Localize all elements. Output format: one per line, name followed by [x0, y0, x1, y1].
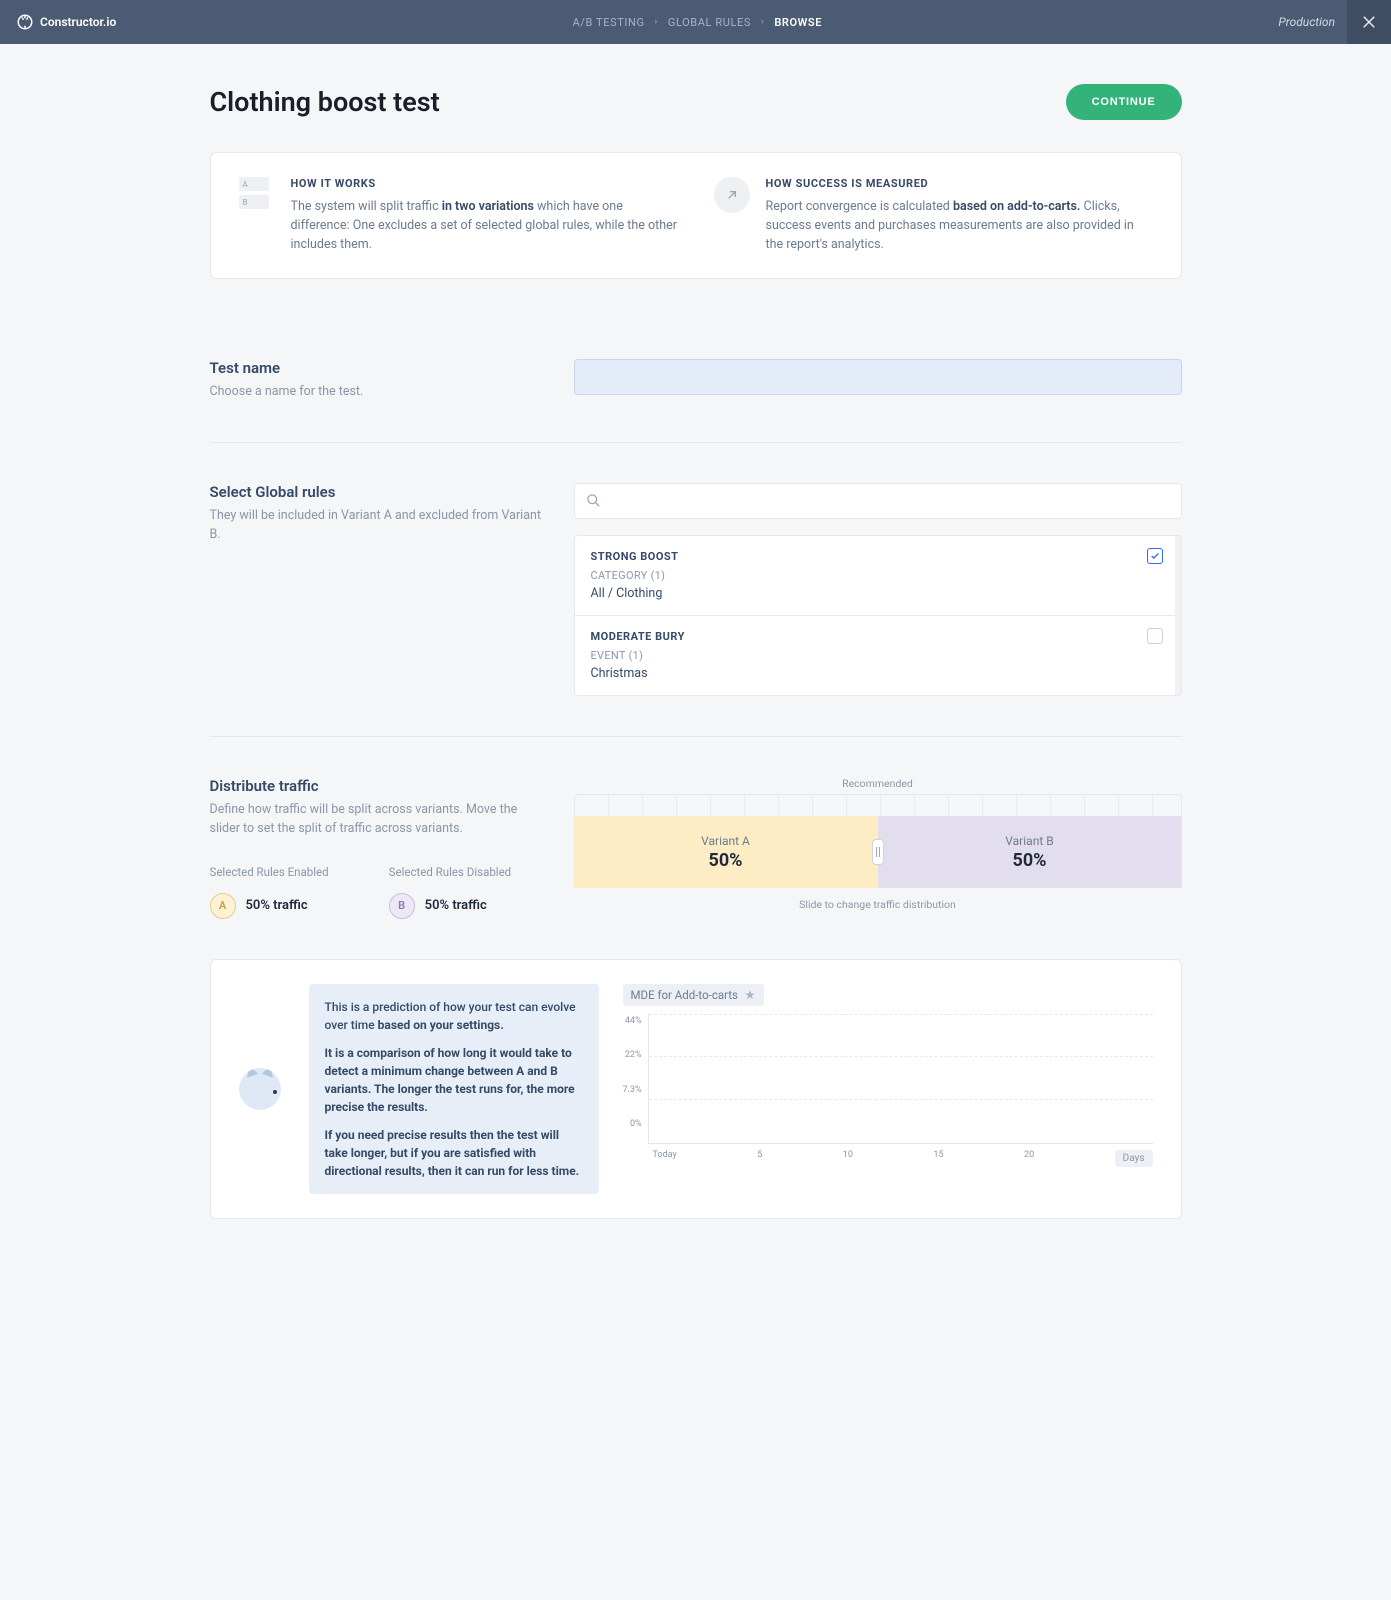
prediction-tip: This is a prediction of how your test ca…: [309, 984, 599, 1194]
search-icon: [586, 493, 601, 508]
distribute-hint: Define how traffic will be split across …: [210, 801, 550, 839]
chart-x-axis: Today 5 10 15 20 Days: [623, 1150, 1153, 1167]
breadcrumb-item[interactable]: GLOBAL RULES: [668, 16, 751, 29]
rule-value: Christmas: [591, 666, 1159, 681]
rules-hint: They will be included in Variant A and e…: [210, 507, 550, 545]
variant-a-badge: A: [210, 893, 236, 919]
check-icon: [1150, 551, 1160, 561]
slider-variant-a: Variant A 50%: [574, 816, 878, 888]
slider-variant-b: Variant B 50%: [878, 816, 1182, 888]
info-measure-title: HOW SUCCESS IS MEASURED: [766, 177, 1153, 190]
slider-grid-ruler: [574, 794, 1182, 816]
ab-test-icon: AB: [239, 177, 275, 213]
days-badge: Days: [1115, 1150, 1153, 1167]
info-card: AB HOW IT WORKS The system will split tr…: [210, 152, 1182, 279]
variant-b-badge: B: [389, 893, 415, 919]
rule-title: STRONG BOOST: [591, 550, 1159, 563]
rule-category: CATEGORY (1): [591, 569, 1159, 582]
info-measure-body: Report convergence is calculated based o…: [766, 198, 1153, 254]
prediction-card: This is a prediction of how your test ca…: [210, 959, 1182, 1219]
breadcrumb: A/B TESTING › GLOBAL RULES › BROWSE: [116, 16, 1278, 29]
breadcrumb-current: BROWSE: [774, 16, 822, 29]
rules-label: Select Global rules: [210, 483, 550, 501]
rule-value: All / Clothing: [591, 586, 1159, 601]
disabled-label: Selected Rules Disabled: [389, 865, 512, 879]
info-how-body: The system will split traffic in two var…: [291, 198, 678, 254]
continue-button[interactable]: CONTINUE: [1066, 84, 1182, 120]
distribute-label: Distribute traffic: [210, 777, 550, 795]
test-name-hint: Choose a name for the test.: [210, 383, 550, 402]
environment-label: Production: [1278, 15, 1347, 29]
rule-item[interactable]: MODERATE BURY EVENT (1) Christmas: [575, 616, 1175, 695]
rules-search-input[interactable]: [574, 483, 1182, 519]
title-row: Clothing boost test CONTINUE: [210, 44, 1182, 152]
section-distribute: Distribute traffic Define how traffic wi…: [210, 737, 1182, 959]
app-header: Constructor.io A/B TESTING › GLOBAL RULE…: [0, 0, 1391, 44]
chart-plot: [648, 1014, 1153, 1144]
star-icon: [744, 989, 756, 1001]
breadcrumb-item[interactable]: A/B TESTING: [573, 16, 645, 29]
rule-title: MODERATE BURY: [591, 630, 1159, 643]
test-name-input[interactable]: [574, 359, 1182, 395]
rule-category: EVENT (1): [591, 649, 1159, 662]
traffic-slider[interactable]: Variant A 50% Variant B 50%: [574, 816, 1182, 888]
recommended-label: Recommended: [574, 777, 1182, 790]
chart-y-axis: 44% 22% 7.3% 0%: [623, 1014, 648, 1144]
close-button[interactable]: [1347, 0, 1391, 44]
variant-b-traffic: 50% traffic: [425, 898, 487, 913]
chevron-right-icon: ›: [761, 17, 764, 27]
brand-logo: Constructor.io: [16, 13, 116, 31]
info-how-title: HOW IT WORKS: [291, 177, 678, 190]
mascot-icon: [239, 1068, 281, 1110]
chevron-right-icon: ›: [655, 17, 658, 27]
mde-chart: MDE for Add-to-carts 44% 22% 7.3% 0%: [623, 984, 1153, 1167]
slider-hint: Slide to change traffic distribution: [574, 898, 1182, 911]
close-icon: [1360, 13, 1378, 31]
section-global-rules: Select Global rules They will be include…: [210, 443, 1182, 737]
brand-name: Constructor.io: [40, 15, 116, 29]
success-arrow-icon: [714, 177, 750, 213]
rule-item[interactable]: STRONG BOOST CATEGORY (1) All / Clothing: [575, 536, 1175, 616]
variant-a-traffic: 50% traffic: [246, 898, 308, 913]
rule-checkbox[interactable]: [1147, 628, 1163, 644]
chart-title: MDE for Add-to-carts: [623, 984, 764, 1006]
logo-icon: [16, 13, 34, 31]
section-test-name: Test name Choose a name for the test.: [210, 319, 1182, 443]
rule-checkbox[interactable]: [1147, 548, 1163, 564]
slider-handle[interactable]: [872, 839, 884, 865]
page-title: Clothing boost test: [210, 86, 440, 118]
enabled-label: Selected Rules Enabled: [210, 865, 329, 879]
test-name-label: Test name: [210, 359, 550, 377]
rules-list: STRONG BOOST CATEGORY (1) All / Clothing…: [574, 535, 1182, 696]
